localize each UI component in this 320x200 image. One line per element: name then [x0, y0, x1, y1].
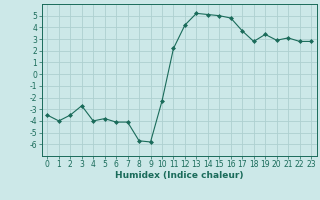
X-axis label: Humidex (Indice chaleur): Humidex (Indice chaleur) — [115, 171, 244, 180]
